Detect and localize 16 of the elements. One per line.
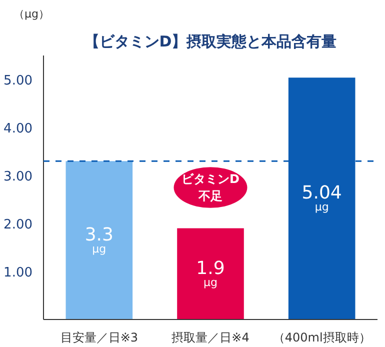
- data-label: 3.3 μg: [84, 224, 114, 256]
- y-tick-label: 5.00: [4, 74, 33, 88]
- y-tick-label: 4.00: [4, 122, 33, 136]
- x-tick-label: 目安量／日※3: [60, 330, 138, 344]
- data-label: 1.9 μg: [196, 258, 225, 289]
- annotation: ビタミンD 不足: [182, 172, 240, 203]
- y-axis-title: （μg）: [14, 8, 50, 20]
- y-tick-label: 2.00: [4, 218, 33, 232]
- y-tick-label: 3.00: [4, 170, 33, 184]
- y-tick-label: 1.00: [4, 266, 33, 280]
- bar: [66, 161, 133, 320]
- x-tick-label: 摂取量／日※4: [172, 330, 250, 344]
- bar: [177, 228, 244, 320]
- chart-title: 【ビタミンD】摂取実態と本品含有量: [84, 32, 337, 50]
- data-label: 5.04 μg: [302, 182, 342, 214]
- x-tick-label: （400ml摂取時）: [272, 330, 371, 344]
